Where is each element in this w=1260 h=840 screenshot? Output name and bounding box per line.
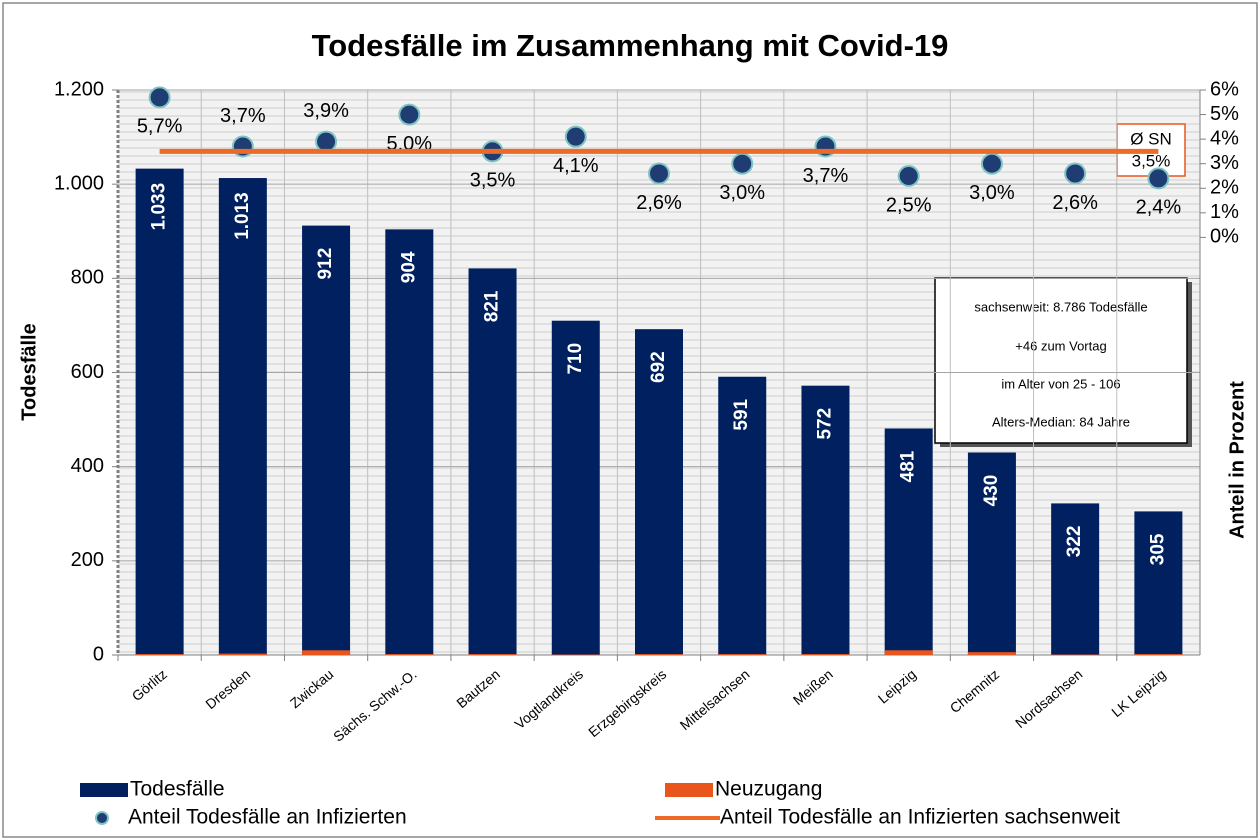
- legend-swatch: [80, 783, 128, 797]
- y-axis-label: Todesfälle: [18, 323, 40, 420]
- y-tick-label: 200: [71, 549, 104, 571]
- y-tick-label: 1.000: [54, 172, 104, 194]
- y2-axis-label: Anteil in Prozent: [1226, 381, 1248, 539]
- chart-title: Todesfälle im Zusammenhang mit Covid-19: [312, 28, 949, 63]
- y-tick-label: 800: [71, 267, 104, 289]
- bar-value-label: 692: [648, 351, 669, 383]
- bar: [1134, 511, 1183, 655]
- dot-value-label: 5,7%: [137, 116, 183, 138]
- legend-swatch: [95, 811, 109, 825]
- info-line: sachsenweit: 8.786 Todesfälle: [974, 299, 1147, 314]
- bar: [1134, 654, 1183, 655]
- bar: [385, 654, 434, 655]
- dot-value-label: 3,0%: [969, 182, 1015, 204]
- y2-tick-label: 6%: [1210, 78, 1239, 100]
- legend-label: Anteil Todesfälle an Infizierten sachsen…: [720, 806, 1120, 829]
- dot-value-label: 3,7%: [220, 105, 266, 127]
- dot: [398, 103, 421, 126]
- y-tick-label: 1.200: [54, 78, 104, 100]
- bar: [718, 654, 767, 655]
- bar: [718, 376, 767, 655]
- info-box: [934, 277, 1188, 444]
- dot: [1064, 162, 1087, 185]
- bar-value-label: 591: [731, 398, 752, 430]
- bar-value-label: 710: [565, 343, 586, 375]
- y2-tick-label: 2%: [1210, 177, 1239, 199]
- legend-swatch: [665, 783, 713, 797]
- bar: [884, 428, 933, 655]
- y2-tick-label: 3%: [1210, 152, 1239, 174]
- bar: [967, 652, 1016, 655]
- dot: [648, 162, 670, 185]
- dot: [731, 152, 754, 175]
- bar-value-label: 430: [981, 475, 1002, 507]
- bar-value-label: 305: [1147, 533, 1168, 565]
- bar: [302, 650, 351, 655]
- bar-value-label: 821: [482, 290, 503, 322]
- bar: [551, 320, 600, 655]
- bar: [468, 654, 517, 655]
- y2-tick-label: 5%: [1210, 103, 1239, 125]
- bar: [135, 168, 184, 656]
- dot: [148, 86, 171, 109]
- y-tick-label: 600: [71, 361, 104, 383]
- bar: [967, 452, 1016, 655]
- bar: [801, 385, 850, 655]
- bar-value-label: 322: [1064, 526, 1085, 558]
- bar: [218, 653, 267, 655]
- legend-label: Todesfälle: [130, 778, 225, 801]
- bar: [635, 329, 683, 655]
- bar: [135, 654, 184, 655]
- dot-value-label: 3,0%: [719, 182, 765, 204]
- average-value: 3,5%: [1132, 151, 1171, 170]
- y-tick-label: 0: [93, 643, 104, 665]
- dot-value-label: 3,7%: [803, 165, 849, 187]
- dot: [980, 152, 1003, 175]
- y-tick-label: 400: [71, 455, 104, 477]
- bar-value-label: 1.013: [232, 192, 253, 240]
- y2-tick-label: 4%: [1210, 127, 1239, 149]
- info-line: +46 zum Vortag: [1015, 338, 1106, 353]
- legend-label: Neuzugang: [715, 778, 822, 801]
- dot: [564, 125, 587, 148]
- dot: [315, 130, 338, 153]
- average-label: Ø SN: [1130, 129, 1172, 148]
- bar: [385, 229, 434, 655]
- bar: [635, 654, 683, 655]
- dot-value-label: 2,6%: [1052, 192, 1098, 214]
- dot-value-label: 2,6%: [636, 192, 682, 214]
- dot-value-label: 2,5%: [886, 194, 932, 216]
- bar-value-label: 904: [398, 251, 419, 283]
- dot-value-label: 3,5%: [470, 170, 516, 192]
- bar: [801, 654, 850, 655]
- bar: [218, 178, 267, 655]
- legend-label: Anteil Todesfälle an Infizierten: [128, 806, 407, 829]
- bar-value-label: 912: [315, 248, 336, 280]
- dot-value-label: 2,4%: [1136, 197, 1182, 219]
- dot-value-label: 3,9%: [303, 100, 349, 122]
- bar-value-label: 481: [898, 450, 919, 482]
- bar: [468, 268, 517, 655]
- dot: [1147, 167, 1170, 190]
- bar-value-label: 572: [814, 408, 835, 440]
- bar: [302, 225, 351, 655]
- info-line: Alters-Median: 84 Jahre: [992, 414, 1130, 429]
- bar: [884, 650, 933, 655]
- dot: [897, 164, 920, 187]
- info-line: im Alter von 25 - 106: [1001, 376, 1120, 391]
- bar-value-label: 1.033: [149, 183, 170, 231]
- y2-tick-label: 1%: [1210, 201, 1239, 223]
- dot-value-label: 4,1%: [553, 155, 599, 177]
- y2-tick-label: 0%: [1210, 226, 1239, 248]
- bar: [1051, 503, 1100, 655]
